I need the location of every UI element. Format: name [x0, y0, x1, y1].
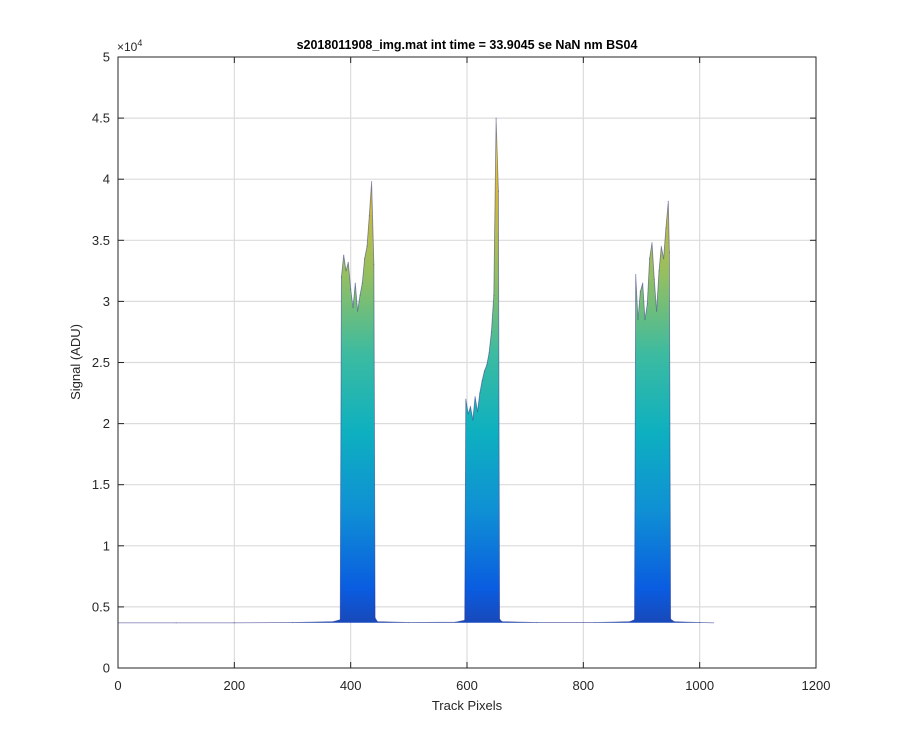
data-point [481, 380, 483, 382]
data-point [594, 621, 596, 624]
data-point [660, 245, 662, 247]
y-tick-label: 4 [103, 172, 110, 187]
data-point [536, 621, 538, 624]
data-point [340, 276, 342, 278]
y-exponent-power: 4 [137, 38, 142, 48]
x-tick-label: 800 [572, 678, 594, 693]
data-point [464, 619, 466, 621]
data-point [493, 294, 495, 296]
data-point [332, 621, 334, 623]
data-point [339, 619, 341, 621]
x-tick-label: 200 [223, 678, 245, 693]
tick-marks [117, 56, 817, 669]
data-point [476, 410, 479, 412]
data-point [347, 261, 349, 263]
y-axis-label: Signal (ADU) [68, 324, 83, 400]
data-point [474, 396, 476, 398]
data-point [361, 282, 363, 284]
x-tick-label: 600 [456, 678, 478, 693]
y-exponent-label: ×104 [117, 38, 142, 54]
x-tick-labels: 0 200 400 600 800 1000 1200 [114, 678, 830, 693]
y-tick-label: 2 [103, 416, 110, 431]
data-point [665, 227, 667, 229]
data-point [635, 273, 637, 276]
data-point [713, 622, 715, 624]
data-point [667, 200, 669, 202]
data-point [486, 364, 488, 366]
data-point [359, 294, 361, 296]
data-point [673, 621, 675, 623]
x-axis-label: Track Pixels [432, 698, 503, 713]
data-point [376, 621, 378, 623]
x-tick-label: 0 [114, 678, 121, 693]
data-point [345, 270, 347, 272]
data-point [649, 258, 651, 260]
data-point [408, 621, 410, 624]
data-point [488, 352, 490, 354]
y-tick-label: 3.5 [92, 233, 110, 248]
data-point [639, 291, 641, 293]
data-point [175, 622, 177, 624]
y-tick-label: 5 [103, 50, 110, 65]
data-point [644, 319, 646, 321]
y-tick-label: 1 [103, 538, 110, 553]
data-point [454, 621, 456, 623]
data-point [653, 278, 655, 280]
data-point [467, 413, 469, 415]
data-point [490, 331, 492, 333]
data-point [354, 282, 356, 284]
data-point [633, 619, 636, 621]
data-point [465, 398, 467, 400]
data-point [699, 621, 701, 624]
series-area [118, 118, 714, 623]
data-point [343, 254, 345, 256]
data-point [663, 258, 665, 260]
y-tick-label: 0.5 [92, 599, 110, 614]
data-point [368, 215, 370, 217]
y-tick-label: 2.5 [92, 355, 110, 370]
data-point [469, 405, 472, 408]
data-point [658, 270, 660, 272]
data-point [501, 621, 503, 623]
y-tick-labels: 0 0.5 1 1.5 2 2.5 3 3.5 4 4.5 5 [92, 50, 110, 676]
data-point [472, 419, 474, 421]
data-point [291, 621, 294, 624]
data-point [642, 282, 644, 284]
data-point [646, 303, 648, 305]
data-point [651, 242, 653, 244]
data-point [357, 310, 359, 312]
data-point [366, 245, 368, 247]
y-tick-label: 4.5 [92, 111, 110, 126]
data-point [497, 190, 499, 192]
y-tick-label: 3 [103, 294, 110, 309]
data-point [350, 288, 352, 290]
x-tick-label: 400 [340, 678, 362, 693]
data-point [364, 258, 366, 260]
data-point [637, 319, 639, 321]
data-point [499, 618, 501, 620]
x-tick-label: 1000 [685, 678, 714, 693]
data-point [352, 306, 354, 309]
data-point [374, 617, 376, 619]
data-point [371, 181, 373, 183]
y-tick-label: 0 [103, 661, 110, 676]
data-point [670, 618, 672, 620]
x-tick-label: 1200 [802, 678, 831, 693]
data-point [373, 264, 375, 266]
data-layer [118, 117, 715, 624]
gridlines [118, 57, 816, 668]
data-point [495, 117, 497, 119]
y-exponent-base: ×10 [117, 40, 138, 54]
data-point [479, 392, 481, 394]
data-point [483, 370, 485, 372]
chart-title: s2018011908_img.mat int time = 33.9045 s… [297, 38, 638, 52]
y-tick-label: 1.5 [92, 477, 110, 492]
data-point [668, 251, 671, 254]
data-point [656, 310, 658, 312]
series-line [118, 118, 714, 624]
data-point [233, 622, 235, 624]
data-point [629, 621, 631, 623]
